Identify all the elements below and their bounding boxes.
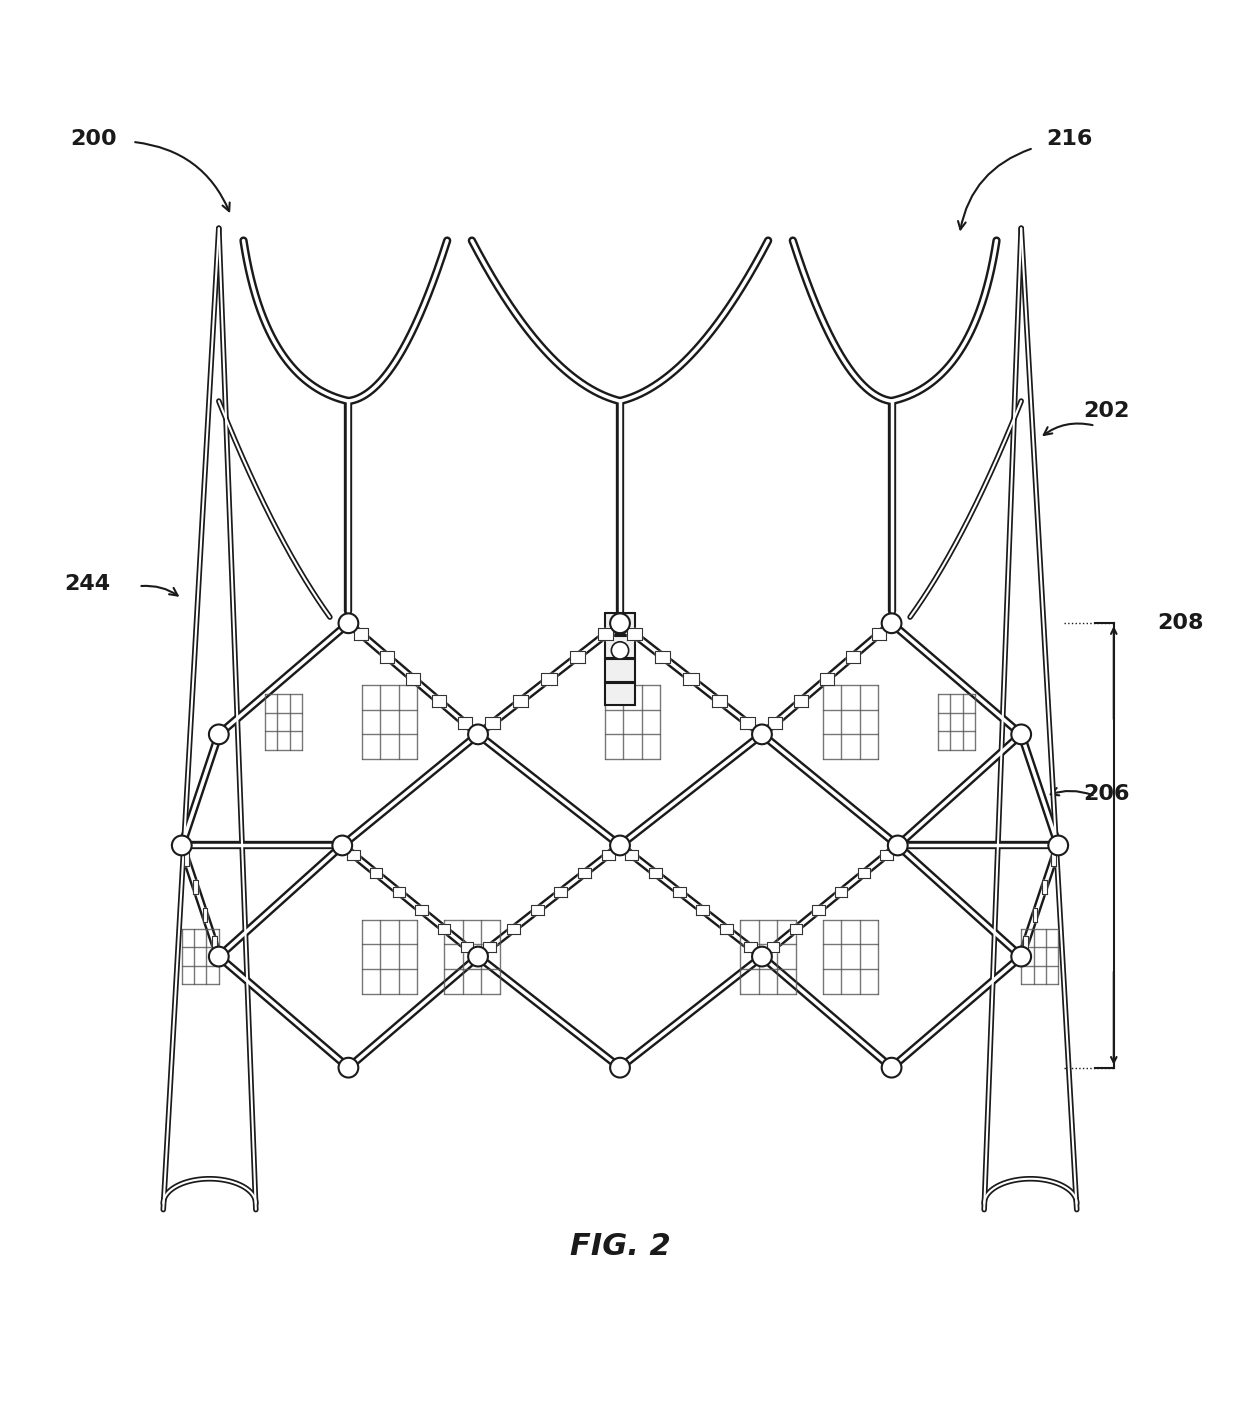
Polygon shape bbox=[347, 850, 360, 860]
Polygon shape bbox=[433, 695, 446, 706]
Polygon shape bbox=[1023, 936, 1028, 950]
Polygon shape bbox=[1042, 879, 1047, 895]
Circle shape bbox=[611, 618, 629, 635]
Circle shape bbox=[888, 836, 908, 855]
Polygon shape bbox=[554, 886, 568, 896]
Circle shape bbox=[332, 836, 352, 855]
Circle shape bbox=[339, 613, 358, 633]
Polygon shape bbox=[212, 936, 217, 950]
Polygon shape bbox=[1052, 853, 1056, 867]
Polygon shape bbox=[570, 650, 585, 663]
Text: 202: 202 bbox=[1083, 401, 1130, 421]
Circle shape bbox=[882, 613, 901, 633]
Polygon shape bbox=[507, 924, 520, 934]
Polygon shape bbox=[768, 943, 780, 953]
Polygon shape bbox=[768, 718, 782, 729]
Polygon shape bbox=[202, 908, 207, 922]
Polygon shape bbox=[672, 886, 686, 896]
Polygon shape bbox=[683, 673, 698, 685]
Polygon shape bbox=[484, 943, 496, 953]
Polygon shape bbox=[393, 886, 405, 896]
Circle shape bbox=[1048, 836, 1068, 855]
Polygon shape bbox=[370, 868, 382, 878]
Circle shape bbox=[208, 947, 228, 967]
Polygon shape bbox=[578, 868, 591, 878]
Polygon shape bbox=[485, 718, 500, 729]
Polygon shape bbox=[794, 695, 807, 706]
Text: 244: 244 bbox=[64, 574, 110, 594]
Text: 208: 208 bbox=[1157, 613, 1204, 633]
Polygon shape bbox=[812, 905, 825, 916]
Polygon shape bbox=[835, 886, 847, 896]
Polygon shape bbox=[193, 879, 198, 895]
FancyBboxPatch shape bbox=[605, 660, 635, 681]
Circle shape bbox=[469, 947, 487, 967]
Polygon shape bbox=[655, 650, 670, 663]
Polygon shape bbox=[744, 943, 756, 953]
Text: 200: 200 bbox=[71, 129, 118, 149]
Polygon shape bbox=[790, 924, 802, 934]
Circle shape bbox=[753, 725, 771, 744]
Polygon shape bbox=[697, 905, 709, 916]
Polygon shape bbox=[407, 673, 420, 685]
Polygon shape bbox=[438, 924, 450, 934]
Polygon shape bbox=[542, 673, 557, 685]
Text: FIG. 2: FIG. 2 bbox=[569, 1233, 671, 1261]
Text: 206: 206 bbox=[1083, 784, 1130, 803]
Polygon shape bbox=[720, 924, 733, 934]
Polygon shape bbox=[1033, 908, 1038, 922]
Polygon shape bbox=[846, 650, 859, 663]
Circle shape bbox=[172, 836, 192, 855]
Polygon shape bbox=[601, 850, 615, 860]
Circle shape bbox=[611, 642, 629, 658]
Polygon shape bbox=[880, 850, 893, 860]
Polygon shape bbox=[458, 718, 472, 729]
Polygon shape bbox=[872, 629, 885, 640]
Polygon shape bbox=[381, 650, 394, 663]
Polygon shape bbox=[858, 868, 870, 878]
FancyBboxPatch shape bbox=[605, 682, 635, 705]
Polygon shape bbox=[415, 905, 428, 916]
Polygon shape bbox=[598, 629, 614, 640]
Polygon shape bbox=[513, 695, 528, 706]
Polygon shape bbox=[820, 673, 833, 685]
Polygon shape bbox=[184, 853, 188, 867]
Circle shape bbox=[610, 613, 630, 633]
Polygon shape bbox=[626, 629, 642, 640]
Circle shape bbox=[208, 725, 228, 744]
Polygon shape bbox=[531, 905, 543, 916]
Polygon shape bbox=[355, 629, 368, 640]
Circle shape bbox=[610, 836, 630, 855]
FancyBboxPatch shape bbox=[605, 613, 635, 636]
Circle shape bbox=[469, 725, 487, 744]
FancyBboxPatch shape bbox=[605, 636, 635, 658]
Polygon shape bbox=[625, 850, 639, 860]
Circle shape bbox=[753, 947, 771, 967]
Circle shape bbox=[1012, 947, 1032, 967]
Circle shape bbox=[339, 1058, 358, 1078]
Circle shape bbox=[610, 1058, 630, 1078]
Circle shape bbox=[1012, 725, 1032, 744]
Polygon shape bbox=[649, 868, 662, 878]
Polygon shape bbox=[740, 718, 755, 729]
Text: 216: 216 bbox=[1045, 129, 1092, 149]
Circle shape bbox=[882, 1058, 901, 1078]
Polygon shape bbox=[712, 695, 727, 706]
Polygon shape bbox=[460, 943, 472, 953]
